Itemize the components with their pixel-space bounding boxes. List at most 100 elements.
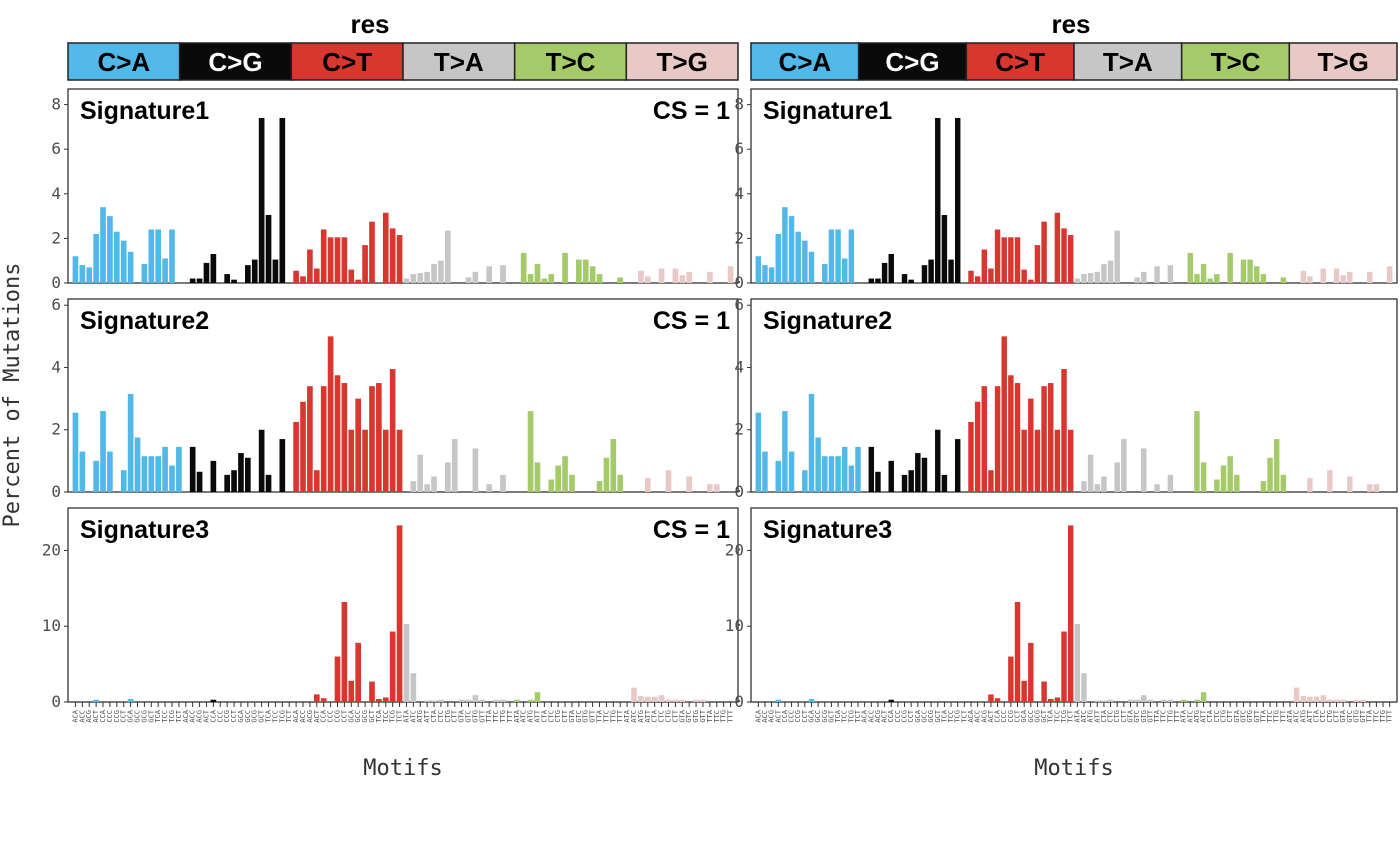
bar (396, 429, 403, 492)
x-tick-label: GCG (361, 710, 369, 723)
y-tick-label: 2 (734, 420, 744, 439)
bar (1107, 699, 1114, 702)
bar (1067, 429, 1074, 492)
bar (1280, 277, 1287, 283)
x-tick-label: GTT (1359, 709, 1367, 722)
bar (527, 274, 534, 283)
bar (1347, 476, 1353, 492)
bar (431, 264, 437, 283)
bar (210, 699, 217, 702)
x-tick-label: CTG (554, 710, 562, 723)
x-tick-label: ATA (623, 709, 631, 722)
x-tick-label: GCT (1040, 709, 1048, 722)
x-axis-title-left: Motifs (363, 756, 442, 781)
bar (954, 117, 961, 284)
strip-label: T>C (546, 47, 596, 77)
bar (231, 470, 237, 492)
bar (493, 699, 499, 702)
bar (782, 207, 788, 283)
bar (1347, 271, 1353, 283)
x-tick-label: TTA (596, 709, 604, 722)
x-tick-label: TCT (285, 709, 293, 722)
bar (431, 476, 437, 492)
bar (169, 229, 175, 283)
x-tick-label: TTT (616, 709, 624, 722)
bar (1147, 699, 1154, 702)
x-tick-label: ATT (1200, 709, 1208, 722)
bar (808, 698, 815, 702)
bar (369, 221, 375, 283)
bar (672, 699, 679, 702)
bar (1340, 275, 1346, 283)
bar (1008, 375, 1014, 492)
bar (1307, 696, 1313, 702)
bar (815, 437, 821, 492)
bar (1273, 439, 1280, 492)
bar (548, 274, 555, 283)
bar (1333, 699, 1340, 702)
x-tick-label: TTC (1266, 710, 1274, 723)
panel-signature1-1: Signature1 0 2 4 6 8 (734, 88, 1398, 292)
x-tick-label: CCG (794, 710, 802, 723)
bar (638, 695, 644, 702)
x-tick-label: GCT (258, 709, 266, 722)
bar (444, 230, 451, 283)
bar (1293, 687, 1300, 702)
strip-label: C>T (322, 47, 372, 77)
x-tick-label: TCG (1060, 710, 1068, 723)
x-tick-label: ATC (1293, 710, 1301, 723)
x-tick-label: CTA (651, 709, 659, 722)
strip-label: T>G (1318, 47, 1369, 77)
signature-label: Signature3 (763, 516, 892, 544)
x-tick-label: CCA (320, 709, 328, 722)
bar (1014, 383, 1021, 492)
x-tick-label: GCG (821, 710, 829, 723)
x-tick-label: ATA (1180, 709, 1188, 722)
bar (1200, 462, 1207, 492)
bar (908, 279, 914, 283)
x-tick-label: ATT (423, 709, 431, 722)
bar (300, 276, 306, 283)
x-tick-label: GCT (827, 709, 835, 722)
bar (1320, 268, 1326, 283)
strip-label: T>A (1103, 47, 1153, 77)
x-tick-label: CTC (1107, 710, 1115, 723)
bar (127, 698, 134, 702)
x-tick-label: CCC (216, 710, 224, 723)
bar (307, 249, 313, 283)
x-tick-label: GTG (471, 710, 479, 723)
bar (713, 484, 720, 492)
x-tick-label: CTC (1319, 710, 1327, 723)
bar (313, 470, 320, 492)
bar (768, 267, 775, 283)
x-tick-label: CTG (444, 710, 452, 723)
x-tick-label: TTA (706, 709, 714, 722)
x-tick-label: TCC (382, 710, 390, 723)
bar (631, 687, 637, 702)
bar (638, 270, 644, 283)
x-tick-label: CTT (451, 709, 459, 722)
bar (438, 260, 444, 283)
bar (855, 446, 861, 492)
bar (1081, 274, 1087, 283)
bar (107, 216, 113, 283)
bar (727, 266, 734, 283)
x-tick-label: GTT (1146, 709, 1154, 722)
bar (808, 251, 815, 283)
bar (1021, 269, 1027, 283)
strip-0-0: C>A (67, 42, 181, 81)
bar (881, 262, 888, 283)
bar (1386, 266, 1393, 283)
bar (1194, 699, 1200, 702)
x-tick-label: TTG (720, 710, 728, 723)
panel-border (750, 88, 1398, 284)
x-tick-label: ACC (974, 710, 982, 723)
x-tick-label: CTA (540, 709, 548, 722)
bar (994, 386, 1001, 492)
x-tick-label: CTG (1326, 710, 1334, 723)
x-tick-label: GCC (134, 710, 142, 723)
bar (569, 474, 575, 492)
x-tick-label: GTA (1339, 709, 1347, 722)
bar (376, 698, 382, 702)
x-tick-label: GTG (1246, 710, 1254, 723)
